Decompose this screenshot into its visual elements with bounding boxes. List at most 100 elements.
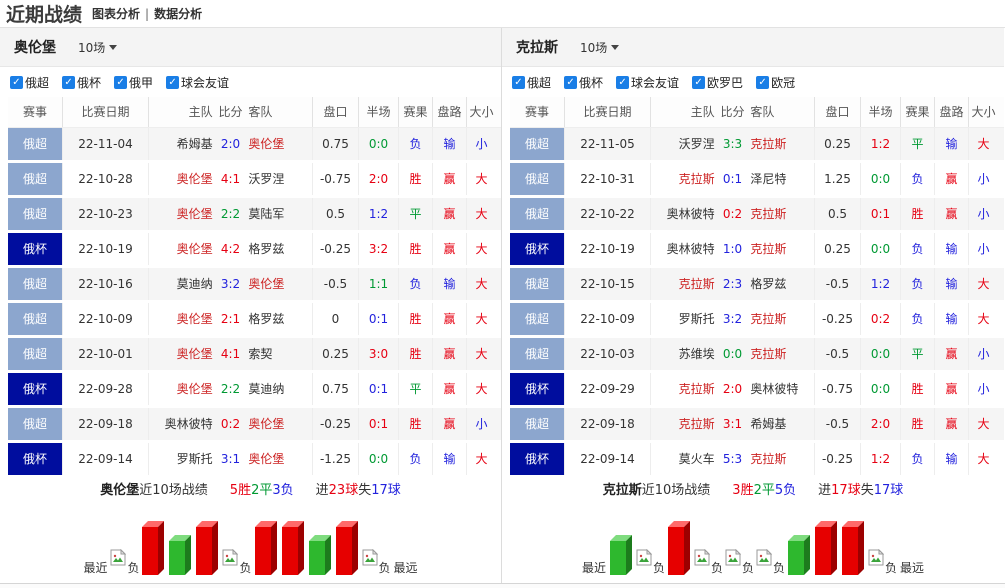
handicap-value: 0	[312, 303, 358, 335]
result-value: 胜	[398, 233, 432, 265]
overunder-value: 大	[466, 233, 496, 265]
checkbox-checked-icon[interactable]: ✓	[564, 75, 578, 89]
league-badge: 俄超	[510, 198, 564, 230]
table-row: 俄超 22-11-04 希姆基 2:0 奥伦堡 0.75 0:0 负输小	[8, 128, 501, 160]
full-score: 0:2	[722, 207, 743, 221]
teams-cell: 奥林彼特 1:0 克拉斯	[650, 233, 814, 265]
bar-side-face	[858, 521, 865, 575]
bar-side-face	[297, 521, 304, 575]
teams-cell: 奥伦堡 2:2 莫迪纳	[148, 373, 312, 405]
home-team: 奥林彼特	[666, 207, 715, 221]
handicap-result-value: 输	[432, 128, 466, 160]
col-header-handicap-result: 盘路	[432, 97, 466, 127]
handicap-value: 0.25	[814, 233, 860, 265]
checkbox-checked-icon[interactable]: ✓	[10, 75, 23, 89]
record-summary: 奥伦堡近10场战绩 5胜2平3负 进23球失17球	[0, 479, 501, 503]
match-date: 22-10-03	[564, 338, 650, 370]
checkbox-checked-icon[interactable]: ✓	[114, 75, 128, 89]
result-value: 胜	[398, 303, 432, 335]
col-header-date: 比赛日期	[62, 97, 148, 127]
match-date: 22-10-19	[564, 233, 650, 265]
result-value: 负	[900, 443, 934, 475]
filter-checkbox-俄超[interactable]: ✓ 俄超	[512, 74, 551, 91]
filter-checkbox-欧罗巴[interactable]: ✓ 欧罗巴	[692, 74, 743, 91]
match-date: 22-09-18	[62, 408, 148, 440]
filter-checkbox-俄超[interactable]: ✓ 俄超	[10, 74, 49, 91]
filter-checkbox-俄杯[interactable]: ✓ 俄杯	[564, 74, 603, 91]
bar-face	[815, 527, 832, 575]
col-header-date: 比赛日期	[564, 97, 650, 127]
form-chart: 最近负负负负负最远	[502, 503, 1004, 583]
handicap-result-value: 赢	[432, 303, 466, 335]
loss-label: 负	[885, 561, 898, 575]
checkbox-checked-icon[interactable]: ✓	[62, 75, 76, 89]
bar-face	[169, 541, 186, 575]
filter-label: 俄杯	[77, 75, 102, 90]
home-team: 奥林彼特	[164, 417, 213, 431]
handicap-value: -0.25	[814, 303, 860, 335]
league-cell: 俄杯	[8, 373, 62, 405]
halftime-score: 3:2	[358, 233, 398, 265]
league-cell: 俄杯	[8, 443, 62, 475]
chevron-down-icon	[109, 44, 118, 50]
handicap-result-value: 输	[934, 303, 968, 335]
broken-image-icon	[725, 548, 742, 575]
handicap-value: 0.5	[312, 198, 358, 230]
filter-checkbox-欧冠[interactable]: ✓ 欧冠	[756, 74, 795, 91]
teams-cell: 苏维埃 0:0 克拉斯	[650, 338, 814, 370]
result-value: 负	[398, 268, 432, 300]
halftime-score: 0:1	[358, 303, 398, 335]
match-range-dropdown[interactable]: 10场	[78, 39, 118, 56]
match-date: 22-10-19	[62, 233, 148, 265]
overunder-value: 大	[968, 443, 998, 475]
broken-image-icon	[110, 548, 127, 575]
filter-checkbox-俄甲[interactable]: ✓ 俄甲	[114, 74, 153, 91]
top-bar: 近期战绩 图表分析 | 数据分析	[0, 0, 1005, 27]
table-row: 俄超 22-10-31 克拉斯 0:1 泽尼特 1.25 0:0 负赢小	[510, 163, 1004, 195]
full-score: 3:2	[220, 277, 241, 291]
checkbox-checked-icon[interactable]: ✓	[692, 75, 706, 89]
result-value: 负	[900, 233, 934, 265]
filter-checkbox-俄杯[interactable]: ✓ 俄杯	[62, 74, 101, 91]
results-table: 赛事 比赛日期 主队 比分 客队 盘口 半场 赛果 盘路 大小 俄超 22-11-04 希姆基 2:0 奥伦…	[0, 97, 501, 475]
checkbox-checked-icon[interactable]: ✓	[616, 75, 630, 89]
home-team: 苏维埃	[678, 347, 715, 361]
col-header-handicap-result: 盘路	[934, 97, 968, 127]
overunder-value: 小	[968, 373, 998, 405]
win-bar	[842, 519, 865, 575]
away-team: 克拉斯	[750, 347, 787, 361]
loss-item: 负	[725, 548, 754, 575]
checkbox-checked-icon[interactable]: ✓	[166, 75, 180, 89]
result-value: 胜	[398, 338, 432, 370]
match-date: 22-10-23	[62, 198, 148, 230]
home-team: 莫迪纳	[176, 277, 213, 291]
handicap-result-value: 输	[432, 443, 466, 475]
filter-checkbox-球会友谊[interactable]: ✓ 球会友谊	[166, 74, 229, 91]
away-team: 莫迪纳	[248, 382, 285, 396]
league-badge: 俄超	[8, 408, 62, 440]
home-team: 奥伦堡	[176, 172, 213, 186]
bar-face	[308, 541, 325, 575]
halftime-score: 2:0	[358, 163, 398, 195]
league-badge: 俄杯	[510, 373, 564, 405]
checkbox-checked-icon[interactable]: ✓	[512, 75, 525, 89]
checkbox-checked-icon[interactable]: ✓	[756, 75, 770, 89]
loss-label: 负	[378, 561, 391, 575]
summary-record-part: 3负	[272, 483, 294, 498]
data-analysis-link[interactable]: 数据分析	[154, 7, 203, 21]
loss-label: 负	[239, 561, 252, 575]
col-header-handicap: 盘口	[814, 97, 860, 127]
match-date: 22-10-31	[564, 163, 650, 195]
panel-title-bar: 克拉斯 10场	[502, 28, 1004, 67]
filter-checkbox-球会友谊[interactable]: ✓ 球会友谊	[616, 74, 679, 91]
win-bar	[281, 519, 305, 575]
full-score: 2:0	[722, 382, 743, 396]
table-row: 俄超 22-10-01 奥伦堡 4:1 索契 0.25 3:0 胜赢大	[8, 338, 501, 370]
chart-analysis-link[interactable]: 图表分析	[92, 7, 141, 21]
full-score: 4:1	[220, 347, 241, 361]
league-cell: 俄超	[8, 128, 62, 160]
league-badge: 俄超	[8, 303, 62, 335]
match-range-dropdown[interactable]: 10场	[580, 39, 620, 56]
loss-item: 负	[636, 548, 665, 575]
handicap-result-value: 赢	[432, 233, 466, 265]
